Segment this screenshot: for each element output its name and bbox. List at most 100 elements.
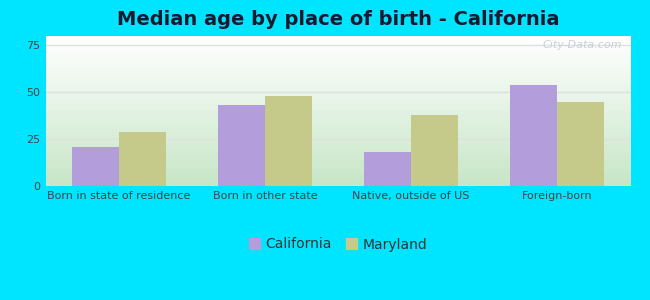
Bar bbox=[46, 134, 630, 135]
Bar bbox=[46, 61, 630, 63]
Bar bbox=[46, 142, 630, 144]
Bar bbox=[46, 148, 630, 150]
Bar bbox=[46, 168, 630, 170]
Bar bbox=[46, 184, 630, 186]
Bar bbox=[46, 112, 630, 114]
Bar bbox=[46, 82, 630, 84]
Bar bbox=[46, 180, 630, 182]
Bar bbox=[46, 54, 630, 56]
Bar bbox=[46, 111, 630, 112]
Bar bbox=[46, 81, 630, 82]
Bar bbox=[46, 177, 630, 178]
Bar bbox=[46, 87, 630, 88]
Bar bbox=[411, 115, 458, 186]
Bar bbox=[46, 153, 630, 154]
Bar bbox=[46, 36, 630, 38]
Bar bbox=[46, 171, 630, 172]
Bar bbox=[46, 76, 630, 78]
Bar bbox=[46, 138, 630, 140]
Bar bbox=[46, 45, 630, 46]
Bar bbox=[46, 63, 630, 64]
Bar bbox=[46, 52, 630, 54]
Bar bbox=[46, 146, 630, 147]
Bar bbox=[46, 164, 630, 165]
Bar bbox=[46, 98, 630, 99]
Bar bbox=[46, 135, 630, 136]
Bar bbox=[265, 96, 312, 186]
Bar bbox=[46, 88, 630, 90]
Bar bbox=[46, 122, 630, 123]
Bar bbox=[46, 178, 630, 180]
Bar bbox=[119, 132, 166, 186]
Bar bbox=[46, 57, 630, 58]
Bar bbox=[46, 99, 630, 100]
Bar bbox=[364, 152, 411, 186]
Bar bbox=[46, 136, 630, 138]
Bar bbox=[46, 103, 630, 105]
Bar bbox=[46, 40, 630, 42]
Bar bbox=[46, 182, 630, 183]
Bar bbox=[218, 105, 265, 186]
Bar bbox=[46, 110, 630, 111]
Bar bbox=[46, 129, 630, 130]
Bar bbox=[46, 74, 630, 75]
Bar bbox=[46, 94, 630, 96]
Bar bbox=[46, 58, 630, 60]
Text: City-Data.com: City-Data.com bbox=[542, 40, 621, 50]
Bar bbox=[46, 64, 630, 66]
Bar bbox=[46, 128, 630, 129]
Bar bbox=[46, 50, 630, 51]
Bar bbox=[72, 147, 119, 186]
Bar bbox=[46, 92, 630, 93]
Bar bbox=[46, 48, 630, 50]
Bar bbox=[46, 152, 630, 153]
Bar bbox=[46, 39, 630, 40]
Bar bbox=[46, 140, 630, 141]
Bar bbox=[46, 105, 630, 106]
Bar bbox=[46, 167, 630, 168]
Bar bbox=[46, 68, 630, 69]
Bar bbox=[46, 60, 630, 61]
Bar bbox=[46, 66, 630, 68]
Bar bbox=[46, 183, 630, 184]
Bar bbox=[46, 42, 630, 44]
Bar bbox=[46, 46, 630, 48]
Bar bbox=[46, 126, 630, 128]
Bar bbox=[46, 154, 630, 156]
Bar bbox=[46, 123, 630, 124]
Bar bbox=[46, 116, 630, 117]
Bar bbox=[46, 51, 630, 52]
Bar bbox=[46, 144, 630, 146]
Bar bbox=[46, 78, 630, 80]
Bar bbox=[46, 44, 630, 45]
Bar bbox=[46, 84, 630, 86]
Bar bbox=[46, 174, 630, 176]
Bar bbox=[46, 102, 630, 104]
Bar bbox=[46, 172, 630, 174]
Bar bbox=[46, 56, 630, 57]
Bar bbox=[46, 72, 630, 74]
Title: Median age by place of birth - California: Median age by place of birth - Californi… bbox=[117, 10, 559, 29]
Bar bbox=[46, 165, 630, 166]
Bar bbox=[46, 93, 630, 94]
Bar bbox=[46, 169, 630, 171]
Bar bbox=[46, 162, 630, 164]
Bar bbox=[46, 117, 630, 118]
Bar bbox=[46, 156, 630, 158]
Bar bbox=[46, 124, 630, 126]
Bar bbox=[46, 176, 630, 177]
Bar bbox=[46, 114, 630, 116]
Bar bbox=[557, 102, 604, 186]
Bar bbox=[46, 100, 630, 102]
Bar bbox=[46, 80, 630, 81]
Bar bbox=[46, 106, 630, 108]
Bar bbox=[46, 147, 630, 148]
Bar bbox=[46, 160, 630, 162]
Bar bbox=[46, 70, 630, 72]
Bar bbox=[46, 130, 630, 132]
Bar bbox=[46, 118, 630, 120]
Bar bbox=[46, 90, 630, 92]
Bar bbox=[46, 96, 630, 98]
Bar bbox=[46, 159, 630, 160]
Bar bbox=[46, 132, 630, 134]
